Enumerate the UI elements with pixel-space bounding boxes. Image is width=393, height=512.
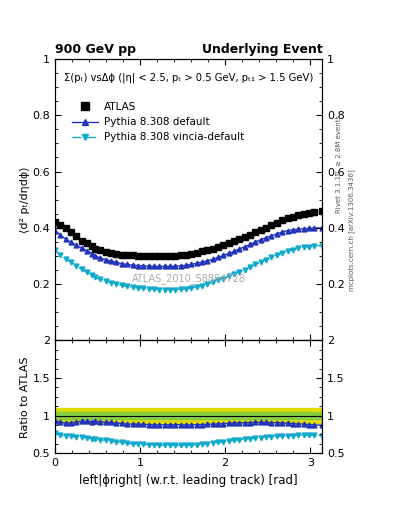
- Y-axis label: Ratio to ATLAS: Ratio to ATLAS: [20, 356, 30, 438]
- Pythia 8.308 vincia-default: [248, 264, 252, 270]
- Line: ATLAS: ATLAS: [52, 208, 325, 259]
- Text: Underlying Event: Underlying Event: [202, 44, 322, 56]
- Pythia 8.308 default: [232, 248, 237, 254]
- ATLAS: [141, 253, 145, 259]
- Y-axis label: ⟨d² pₜ/dηdϕ⟩: ⟨d² pₜ/dηdϕ⟩: [20, 166, 29, 233]
- Pythia 8.308 default: [53, 227, 57, 233]
- Text: 900 GeV pp: 900 GeV pp: [55, 44, 136, 56]
- Pythia 8.308 default: [152, 263, 156, 269]
- Pythia 8.308 default: [130, 262, 135, 268]
- ATLAS: [232, 238, 237, 244]
- Text: ATLAS_2010_S8894728: ATLAS_2010_S8894728: [132, 273, 246, 284]
- Pythia 8.308 vincia-default: [130, 284, 135, 290]
- ATLAS: [109, 250, 114, 257]
- Pythia 8.308 default: [109, 258, 114, 264]
- Pythia 8.308 default: [248, 241, 252, 247]
- ATLAS: [53, 219, 57, 225]
- ATLAS: [136, 253, 140, 259]
- Pythia 8.308 vincia-default: [312, 243, 317, 249]
- ATLAS: [320, 208, 325, 214]
- Line: Pythia 8.308 vincia-default: Pythia 8.308 vincia-default: [53, 243, 325, 292]
- Pythia 8.308 vincia-default: [109, 280, 114, 286]
- Line: Pythia 8.308 default: Pythia 8.308 default: [53, 225, 325, 269]
- Pythia 8.308 vincia-default: [232, 271, 237, 277]
- X-axis label: left|ϕright| (w.r.t. leading track) [rad]: left|ϕright| (w.r.t. leading track) [rad…: [79, 474, 298, 486]
- Text: Rivet 3.1.10, ≥ 2.8M events: Rivet 3.1.10, ≥ 2.8M events: [336, 115, 342, 213]
- ATLAS: [248, 231, 252, 238]
- Pythia 8.308 default: [136, 263, 140, 269]
- Text: Σ(pₜ) vsΔϕ (|η| < 2.5, pₜ > 0.5 GeV, pₜ₁ > 1.5 GeV): Σ(pₜ) vsΔϕ (|η| < 2.5, pₜ > 0.5 GeV, pₜ₁…: [64, 73, 313, 83]
- ATLAS: [312, 209, 317, 216]
- Pythia 8.308 default: [312, 225, 317, 231]
- Pythia 8.308 default: [320, 225, 325, 231]
- Text: mcplots.cern.ch [arXiv:1306.3436]: mcplots.cern.ch [arXiv:1306.3436]: [348, 169, 354, 291]
- Pythia 8.308 vincia-default: [136, 285, 140, 291]
- Pythia 8.308 vincia-default: [53, 247, 57, 253]
- Pythia 8.308 vincia-default: [157, 286, 162, 292]
- Pythia 8.308 vincia-default: [320, 243, 325, 249]
- Legend: ATLAS, Pythia 8.308 default, Pythia 8.308 vincia-default: ATLAS, Pythia 8.308 default, Pythia 8.30…: [68, 98, 248, 146]
- ATLAS: [130, 252, 135, 259]
